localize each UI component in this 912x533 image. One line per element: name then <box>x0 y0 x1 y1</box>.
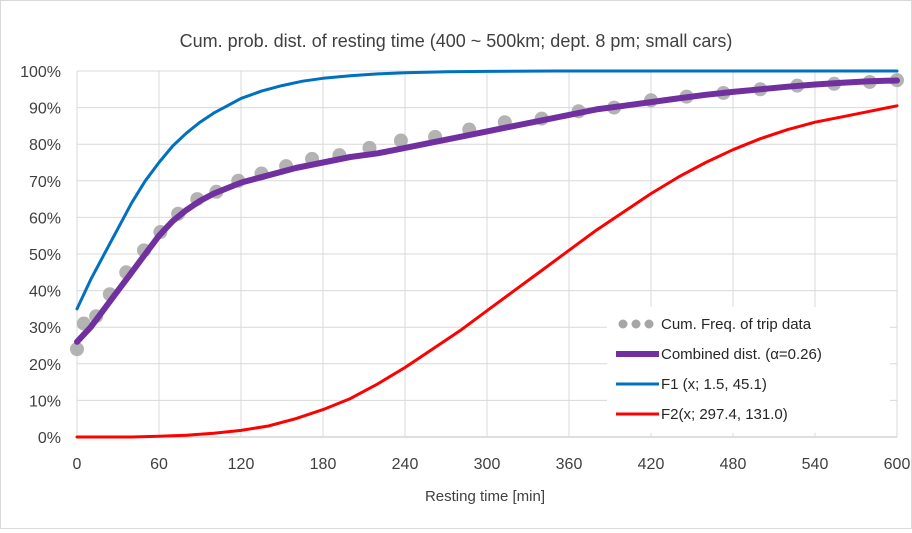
chart-title: Cum. prob. dist. of resting time (400 ~ … <box>180 31 733 51</box>
x-tick-label: 360 <box>556 456 583 473</box>
series-layer <box>70 69 904 439</box>
grid-layer <box>76 70 898 438</box>
y-tick-label: 10% <box>29 393 61 410</box>
y-tick-label: 70% <box>29 174 61 191</box>
series-combined-line <box>74 77 900 345</box>
legend-entry: Combined dist. (α=0.26) <box>616 346 822 363</box>
legend-label: Cum. Freq. of trip data <box>661 316 812 333</box>
legend-marker-dot <box>631 319 641 329</box>
x-tick-label: 480 <box>720 456 747 473</box>
x-tick-label: 240 <box>392 456 419 473</box>
x-tick-label: 60 <box>150 456 168 473</box>
legend-label: F2(x; 297.4, 131.0) <box>661 406 788 423</box>
y-tick-label: 80% <box>29 137 61 154</box>
y-tick-labels: 0% 10% 20% 30% 40% 50% 60% 70% 80% 90% 100% <box>20 64 61 447</box>
data-point <box>70 342 84 357</box>
y-tick-label: 0% <box>38 430 61 447</box>
y-tick-label: 100% <box>20 64 61 81</box>
legend-entry: Cum. Freq. of trip data <box>618 316 812 333</box>
x-tick-label: 600 <box>884 456 911 473</box>
x-tick-label: 420 <box>638 456 665 473</box>
legend-marker-dot <box>644 319 654 329</box>
legend-entry: F2(x; 297.4, 131.0) <box>616 406 788 423</box>
x-axis-title: Resting time [min] <box>425 488 545 505</box>
legend-label: Combined dist. (α=0.26) <box>661 346 822 363</box>
legend-label: F1 (x; 1.5, 45.1) <box>661 376 767 393</box>
x-tick-labels: 0 60 120 180 240 300 360 420 480 540 600 <box>73 456 911 473</box>
y-tick-label: 30% <box>29 320 61 337</box>
y-tick-label: 20% <box>29 357 61 374</box>
series-f1-line <box>75 69 899 311</box>
x-tick-label: 540 <box>802 456 829 473</box>
legend-marker-dot <box>618 319 628 329</box>
legend-background <box>607 307 890 433</box>
series-f2-line <box>75 104 899 439</box>
y-tick-label: 60% <box>29 210 61 227</box>
y-tick-label: 50% <box>29 247 61 264</box>
x-tick-label: 120 <box>228 456 255 473</box>
y-tick-label: 90% <box>29 101 61 118</box>
x-tick-label: 0 <box>73 456 82 473</box>
y-tick-label: 40% <box>29 284 61 301</box>
legend: Cum. Freq. of trip data Combined dist. (α… <box>607 307 890 433</box>
legend-entry: F1 (x; 1.5, 45.1) <box>616 376 767 393</box>
data-point <box>393 133 408 148</box>
x-tick-label: 180 <box>310 456 337 473</box>
x-tick-label: 300 <box>474 456 501 473</box>
